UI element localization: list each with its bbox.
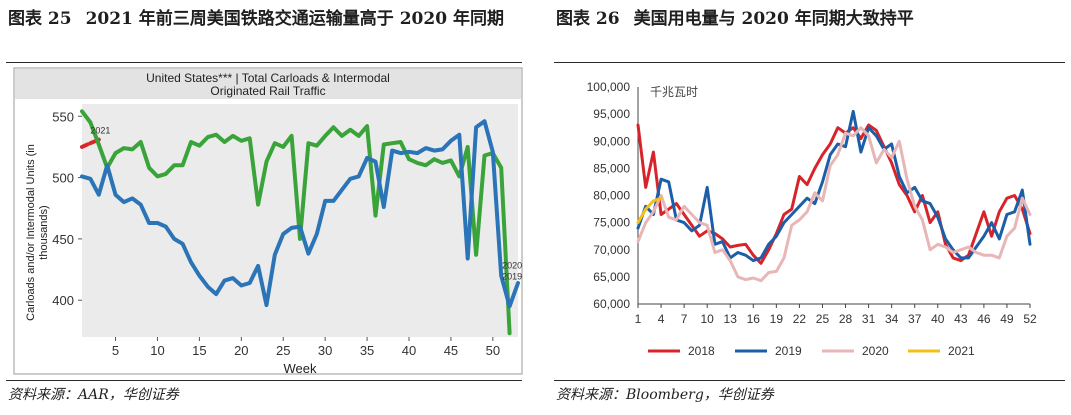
left-figure: 图表 25 2021 年前三周美国铁路交通运输量高于 2020 年同期 Unite… [0,0,530,415]
x-axis-label: Week [284,361,317,376]
top-rule [6,62,522,63]
legend-label-2020: 2020 [862,344,889,358]
x-tick-label: 20 [234,343,248,358]
annotation-label: 2021 [90,125,110,135]
figure-title-text: 2021 年前三周美国铁路交通运输量高于 2020 年同期 [85,9,504,29]
y-tick-label: 90,000 [593,134,630,148]
x-tick-label: 15 [192,343,206,358]
y-tick-label: 60,000 [593,297,630,311]
x-tick-label: 1 [635,312,642,326]
figure-number: 图表 25 [8,9,72,29]
x-tick-label: 40 [402,343,416,358]
x-tick-label: 22 [793,312,807,326]
bottom-rule [6,380,522,381]
x-tick-label: 49 [1000,312,1014,326]
x-tick-label: 43 [954,312,968,326]
annotation-label: 2020 [502,260,522,270]
legend-label-2018: 2018 [688,344,715,358]
top-rule [554,62,1065,63]
y-tick-label: 550 [52,109,74,124]
x-tick-label: 5 [112,343,119,358]
y-axis-label-line: Carloads and/or Intermodal Units (in [25,144,37,321]
y-axis-label: Carloads and/or Intermodal Units (in thou… [25,144,50,321]
x-tick-label: 45 [444,343,458,358]
chart-title-band [15,69,521,99]
figure-title: 图表 26 美国用电量与 2020 年同期大致持平 [556,4,1071,34]
figure-number: 图表 26 [556,9,620,29]
x-tick-label: 19 [770,312,784,326]
series-line-2019 [80,119,520,309]
x-tick-label: 25 [276,343,290,358]
y-tick-label: 75,000 [593,216,630,230]
x-tick-label: 37 [908,312,922,326]
x-tick-label: 4 [658,312,665,326]
x-tick-label: 16 [747,312,761,326]
chart-title-line: United States*** | Total Carloads & Inte… [146,71,390,85]
x-tick-label: 50 [486,343,500,358]
x-tick-label: 10 [700,312,714,326]
x-tick-label: 10 [150,343,164,358]
y-tick-label: 400 [52,293,74,308]
right-figure: 图表 26 美国用电量与 2020 年同期大致持平 60,000 65,000 70,… [552,0,1071,415]
y-axis-label-line: thousands) [38,205,50,259]
y-tick-label: 500 [52,171,74,186]
y-tick-label: 450 [52,232,74,247]
figure-title-text: 美国用电量与 2020 年同期大致持平 [633,9,914,29]
bottom-rule [554,380,1065,381]
x-tick-label: 40 [931,312,945,326]
y-tick-label: 100,000 [587,80,631,94]
source-note: 资料来源：Bloomberg，华创证券 [556,387,774,403]
x-tick-label: 30 [318,343,332,358]
series-line-2020 [80,109,512,336]
electricity-usage-chart: 60,000 65,000 70,000 75,000 80,000 85,000 90,0… [587,80,1037,358]
y-tick-label: 95,000 [593,107,630,121]
figure-title: 图表 25 2021 年前三周美国铁路交通运输量高于 2020 年同期 [8,4,523,34]
x-tick-label: 28 [839,312,853,326]
y-tick-label: 80,000 [593,189,630,203]
x-tick-label: 31 [862,312,876,326]
unit-label: 千兆瓦时 [650,85,698,99]
legend-label-2021: 2021 [948,344,975,358]
x-tick-label: 52 [1023,312,1037,326]
y-tick-label: 85,000 [593,161,630,175]
chart-title-line: Originated Rail Traffic [210,84,325,98]
series-line-2019 [636,109,1032,263]
series-line-2021 [636,196,663,225]
source-note: 资料来源：AAR，华创证券 [8,387,179,403]
annotation-label: 2019 [502,271,522,281]
y-tick-label: 65,000 [593,270,630,284]
series-line-2020 [636,126,1032,283]
legend-label-2019: 2019 [775,344,802,358]
x-tick-label: 13 [724,312,738,326]
y-tick-label: 70,000 [593,243,630,257]
rail-traffic-chart: United States*** | Total Carloads & Inte… [13,67,523,376]
x-tick-label: 46 [977,312,991,326]
x-tick-label: 34 [885,312,899,326]
series-line-2018 [636,123,1032,265]
x-tick-label: 35 [360,343,374,358]
x-tick-label: 7 [681,312,688,326]
x-tick-label: 25 [816,312,830,326]
